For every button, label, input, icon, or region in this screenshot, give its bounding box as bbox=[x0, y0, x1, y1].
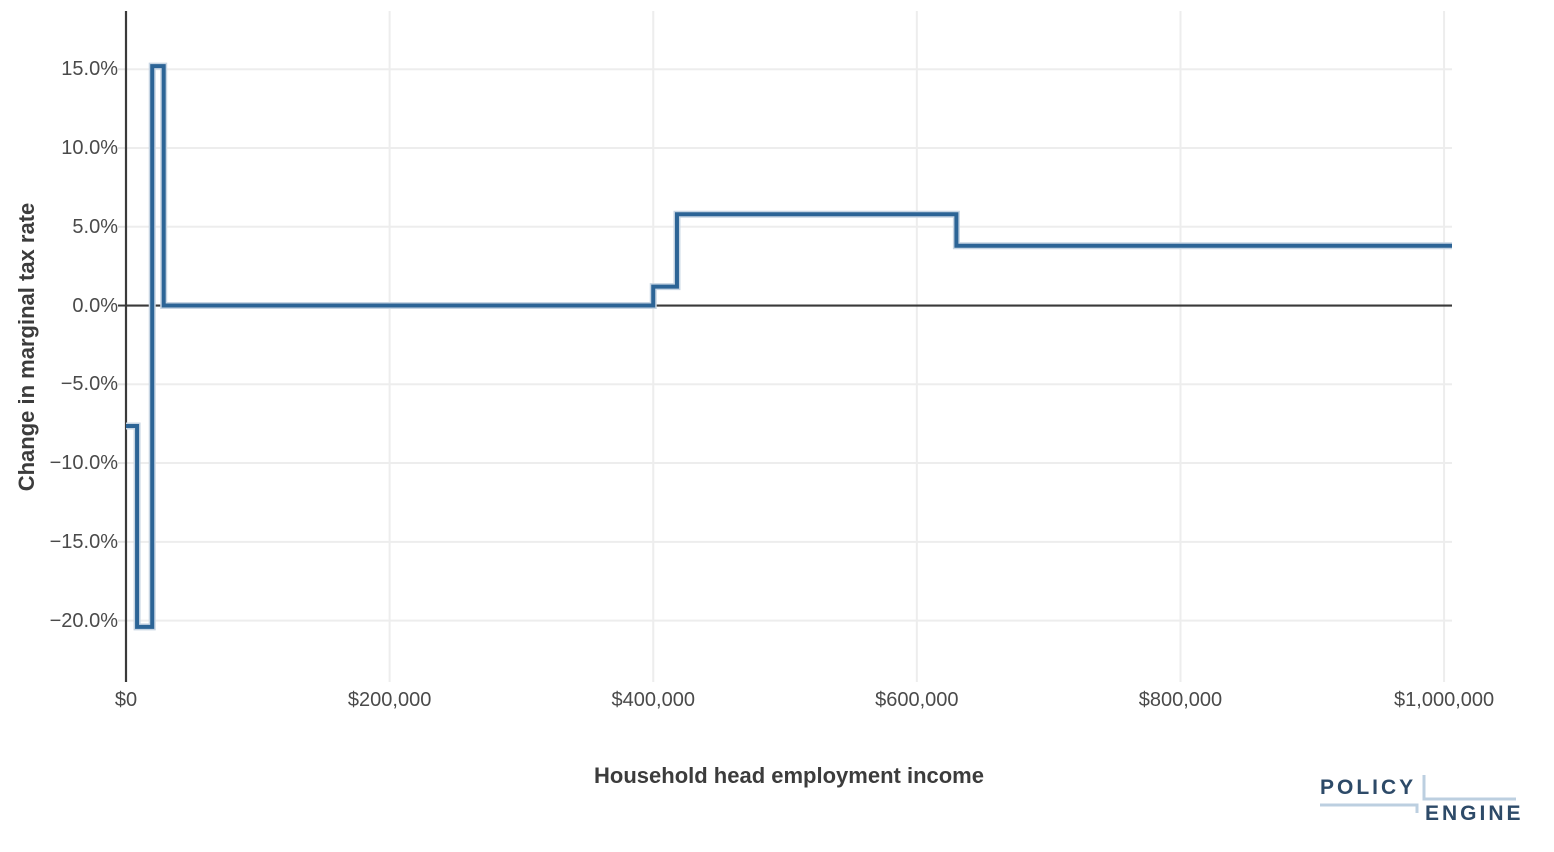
logo-bracket-icon bbox=[1422, 775, 1516, 801]
y-tick-label: −5.0% bbox=[60, 373, 118, 396]
x-tick-label: $1,000,000 bbox=[1394, 689, 1495, 711]
logo-engine-text: ENGINE bbox=[1425, 802, 1524, 822]
y-tick-label: −20.0% bbox=[49, 609, 118, 632]
x-tick-label: $0 bbox=[114, 689, 138, 711]
logo-underline-icon bbox=[1320, 803, 1419, 813]
y-tick-label: 10.0% bbox=[61, 137, 118, 160]
y-tick-label: 5.0% bbox=[72, 215, 118, 238]
policyengine-logo[interactable]: POLICY ENGINE bbox=[1318, 772, 1528, 822]
gridlines bbox=[118, 11, 1452, 682]
x-tick-label: $200,000 bbox=[347, 689, 432, 711]
logo-policy-text: POLICY bbox=[1320, 776, 1416, 799]
x-tick-label: $400,000 bbox=[611, 689, 695, 711]
y-axis-title: Change in marginal tax rate bbox=[14, 202, 39, 492]
mtr-step-line[interactable] bbox=[126, 64, 1452, 629]
y-tick-label: −10.0% bbox=[49, 452, 118, 475]
y-tick-label: 15.0% bbox=[61, 58, 118, 81]
x-tick-label: $600,000 bbox=[875, 689, 959, 711]
y-tick-label: −15.0% bbox=[49, 530, 118, 553]
x-axis-title: Household head employment income bbox=[594, 763, 984, 788]
plot-area[interactable] bbox=[126, 11, 1452, 682]
y-tick-label: 0.0% bbox=[72, 294, 118, 317]
x-tick-label: $800,000 bbox=[1138, 689, 1223, 711]
